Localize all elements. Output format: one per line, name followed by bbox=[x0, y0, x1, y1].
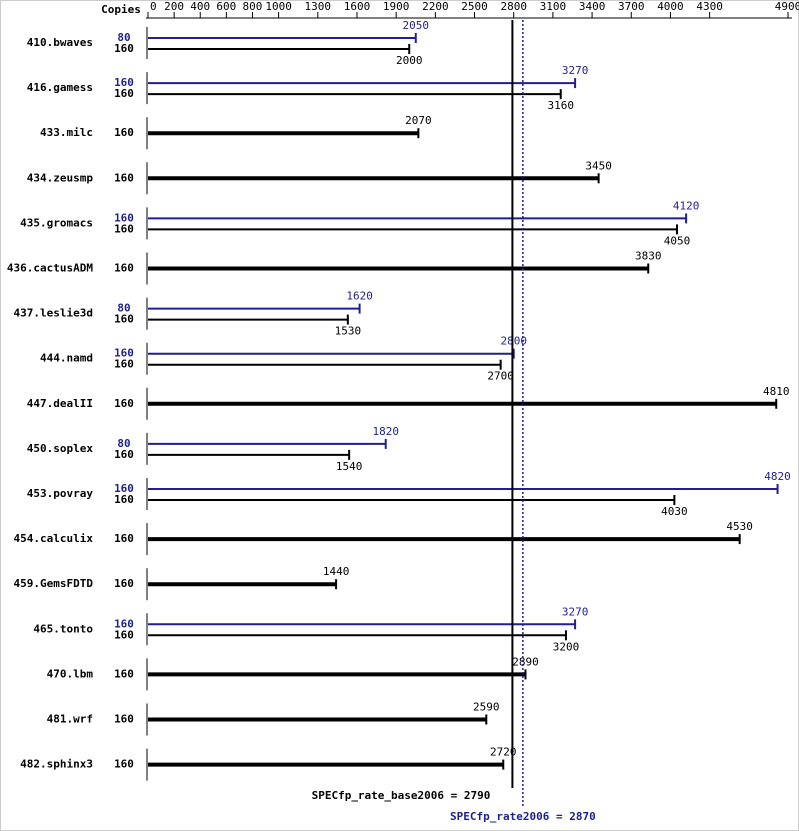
category-label: 459.GemsFDTD bbox=[14, 577, 94, 590]
value-label: 2800 bbox=[500, 335, 527, 348]
reference-label-value: 2790 bbox=[464, 789, 491, 802]
value-label: 2070 bbox=[405, 114, 432, 127]
value-label: 3200 bbox=[553, 640, 580, 653]
x-tick-label: 1600 bbox=[344, 0, 371, 13]
value-label: 1820 bbox=[372, 425, 399, 438]
x-tick-label: 600 bbox=[216, 0, 236, 13]
reference-label-text: SPECfp_rate2006 = bbox=[450, 810, 563, 823]
copies-label: 160 bbox=[114, 532, 134, 545]
copies-label: 160 bbox=[114, 482, 134, 495]
x-tick-label: 1300 bbox=[305, 0, 332, 13]
x-tick-label: 1900 bbox=[383, 0, 410, 13]
copies-label: 160 bbox=[114, 493, 134, 506]
copies-label: 160 bbox=[114, 126, 134, 139]
value-label: 4050 bbox=[664, 234, 691, 247]
x-tick-label: 4300 bbox=[696, 0, 723, 13]
value-label: 2590 bbox=[473, 701, 500, 714]
copies-label: 160 bbox=[114, 211, 134, 224]
category-label: 435.gromacs bbox=[20, 216, 93, 229]
value-label: 3270 bbox=[562, 64, 589, 77]
category-label: 436.cactusADM bbox=[7, 262, 93, 275]
value-label: 4810 bbox=[763, 385, 790, 398]
value-label: 2700 bbox=[487, 370, 514, 383]
value-label: 1540 bbox=[336, 460, 363, 473]
category-label: 482.sphinx3 bbox=[20, 758, 93, 771]
value-label: 3160 bbox=[547, 99, 574, 112]
category-label: 470.lbm bbox=[47, 667, 94, 680]
value-label: 3830 bbox=[635, 250, 662, 263]
copies-label: 160 bbox=[114, 448, 134, 461]
copies-label: 160 bbox=[114, 171, 134, 184]
category-label: 450.soplex bbox=[27, 442, 94, 455]
value-label: 1440 bbox=[323, 565, 350, 578]
value-label: 2720 bbox=[490, 746, 517, 759]
x-tick-label: 0 bbox=[150, 0, 157, 13]
x-tick-label: 800 bbox=[243, 0, 263, 13]
copies-label: 160 bbox=[114, 313, 134, 326]
value-label: 2890 bbox=[512, 655, 539, 668]
copies-label: 160 bbox=[114, 628, 134, 641]
x-tick-label: 2800 bbox=[500, 0, 527, 13]
x-tick-label: 4000 bbox=[657, 0, 684, 13]
x-tick-label: 2200 bbox=[422, 0, 449, 13]
value-label: 1620 bbox=[346, 290, 373, 303]
category-label: 454.calculix bbox=[14, 532, 94, 545]
copies-label: 80 bbox=[117, 437, 130, 450]
reference-label: SPECfp_rate2006 = 2870 bbox=[450, 810, 596, 823]
value-label: 4030 bbox=[661, 505, 688, 518]
copies-label: 160 bbox=[114, 222, 134, 235]
copies-label: 160 bbox=[114, 347, 134, 360]
x-tick-label: 400 bbox=[190, 0, 210, 13]
copies-label: 80 bbox=[117, 31, 130, 44]
copies-label: 160 bbox=[114, 667, 134, 680]
x-tick-label: 200 bbox=[164, 0, 184, 13]
value-label: 4530 bbox=[726, 520, 753, 533]
reference-label-value: 2870 bbox=[569, 810, 596, 823]
category-label: 433.milc bbox=[40, 126, 93, 139]
copies-label: 160 bbox=[114, 87, 134, 100]
category-label: 437.leslie3d bbox=[14, 307, 93, 320]
value-label: 4820 bbox=[764, 470, 791, 483]
category-label: 410.bwaves bbox=[27, 36, 93, 49]
copies-label: 160 bbox=[114, 758, 134, 771]
category-label: 444.namd bbox=[40, 352, 93, 365]
x-tick-label: 3100 bbox=[540, 0, 567, 13]
copies-label: 160 bbox=[114, 397, 134, 410]
copies-label: 160 bbox=[114, 617, 134, 630]
value-label: 2000 bbox=[396, 54, 423, 67]
x-tick-label: 2500 bbox=[461, 0, 488, 13]
value-label: 2050 bbox=[403, 19, 430, 32]
category-label: 434.zeusmp bbox=[27, 171, 94, 184]
x-tick-label: 3400 bbox=[579, 0, 606, 13]
category-label: 453.povray bbox=[27, 487, 94, 500]
copies-label: 160 bbox=[114, 76, 134, 89]
value-label: 3270 bbox=[562, 605, 589, 618]
copies-label: 160 bbox=[114, 577, 134, 590]
copies-header: Copies bbox=[101, 3, 141, 16]
reference-label-text: SPECfp_rate_base2006 = bbox=[312, 789, 458, 802]
value-label: 4120 bbox=[673, 199, 700, 212]
copies-label: 160 bbox=[114, 42, 134, 55]
x-tick-label: 4900 bbox=[775, 0, 799, 13]
copies-label: 160 bbox=[114, 262, 134, 275]
category-label: 447.dealII bbox=[27, 397, 93, 410]
value-label: 1530 bbox=[335, 325, 362, 338]
category-label: 465.tonto bbox=[33, 622, 93, 635]
category-label: 481.wrf bbox=[47, 713, 93, 726]
copies-label: 160 bbox=[114, 358, 134, 371]
reference-label: SPECfp_rate_base2006 = 2790 bbox=[312, 789, 491, 802]
copies-label: 160 bbox=[114, 713, 134, 726]
category-label: 416.gamess bbox=[27, 81, 93, 94]
value-label: 3450 bbox=[585, 159, 612, 172]
x-tick-label: 3700 bbox=[618, 0, 645, 13]
x-tick-label: 1000 bbox=[265, 0, 292, 13]
copies-label: 80 bbox=[117, 302, 130, 315]
